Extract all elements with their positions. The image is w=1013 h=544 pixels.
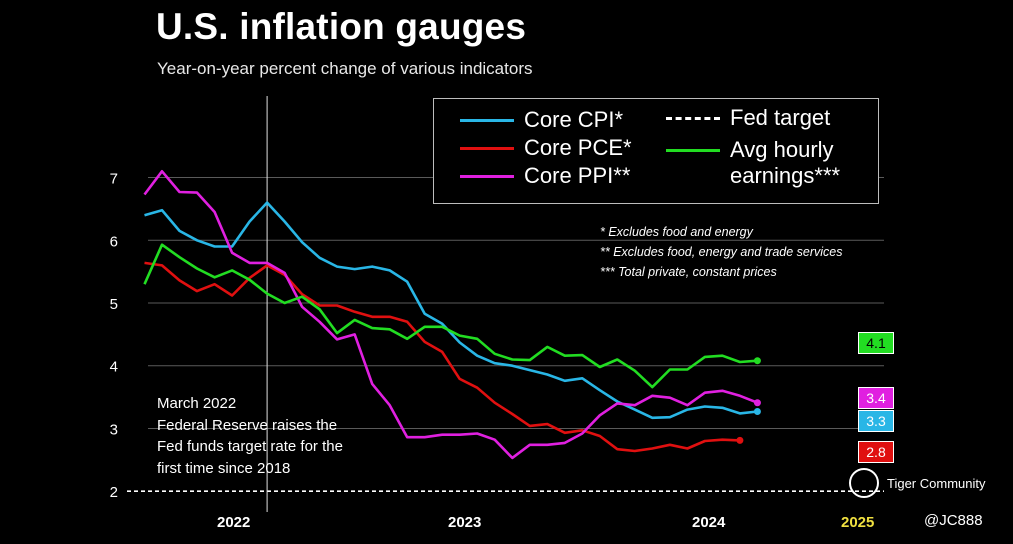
end-label-core-pce: 2.8 bbox=[858, 441, 894, 463]
x-tick-2022: 2022 bbox=[217, 514, 251, 531]
legend-label-fed-target: Fed target bbox=[730, 105, 831, 130]
legend-item-core-cpi: Core CPI* bbox=[460, 107, 623, 133]
end-label-core-ppi: 3.4 bbox=[858, 387, 894, 409]
series-line-avg_hourly bbox=[143, 243, 758, 389]
legend-label-avg-hourly-line1: Avg hourly bbox=[730, 137, 834, 162]
legend-label-core-ppi: Core PPI** bbox=[524, 163, 631, 188]
series-line-core_pce bbox=[144, 261, 740, 453]
author-handle: @JC888 bbox=[924, 512, 983, 529]
series-line-core_ppi bbox=[143, 170, 758, 460]
legend-item-fed-target: Fed target bbox=[666, 105, 830, 131]
series-endpoint-avg_hourly bbox=[753, 357, 761, 365]
event-annotation: March 2022 Federal Reserve raises the Fe… bbox=[157, 393, 343, 479]
legend-label-avg-hourly-line2: earnings*** bbox=[730, 163, 841, 188]
series-endpoint-core_pce bbox=[736, 436, 744, 444]
x-tick-2025: 2025 bbox=[841, 514, 875, 531]
y-tick-3: 3 bbox=[110, 421, 118, 438]
legend-swatch-avg-hourly bbox=[666, 149, 720, 152]
legend-swatch-fed-target bbox=[666, 116, 720, 120]
y-tick-labels: 2 3 4 5 6 7 bbox=[110, 171, 118, 502]
event-annotation-line-2: Federal Reserve raises the bbox=[157, 416, 338, 434]
watermark-brand: Tiger Community bbox=[887, 475, 986, 491]
watermark: Tiger Community bbox=[849, 468, 985, 498]
legend-item-avg-hourly: Avg hourly earnings*** bbox=[666, 137, 840, 189]
legend: Core CPI* Core PCE* Core PPI** Fed targe… bbox=[433, 98, 879, 204]
legend-label-core-cpi: Core CPI* bbox=[524, 107, 624, 132]
footnote-1: * Excludes food and energy bbox=[600, 225, 753, 239]
y-tick-4: 4 bbox=[110, 359, 118, 376]
legend-label-avg-hourly: Avg hourly earnings*** bbox=[730, 137, 840, 189]
legend-swatch-core-cpi bbox=[460, 118, 514, 122]
y-tick-5: 5 bbox=[110, 296, 118, 313]
end-label-avg-hourly: 4.1 bbox=[858, 332, 894, 354]
y-tick-7: 7 bbox=[110, 171, 118, 188]
tiger-logo-icon bbox=[849, 468, 879, 498]
x-tick-2023: 2023 bbox=[448, 514, 482, 531]
legend-label-core-pce: Core PCE* bbox=[524, 135, 632, 160]
footnote-3: *** Total private, constant prices bbox=[600, 265, 777, 279]
legend-swatch-core-ppi bbox=[460, 174, 514, 178]
series-line-core_cpi bbox=[144, 201, 758, 420]
series-endpoint-core_cpi bbox=[753, 408, 761, 416]
legend-swatch-core-pce bbox=[460, 146, 514, 150]
y-tick-2: 2 bbox=[110, 484, 118, 501]
footnotes: * Excludes food and energy ** Excludes f… bbox=[600, 222, 843, 282]
legend-item-core-ppi: Core PPI** bbox=[460, 163, 630, 189]
footnote-2: ** Excludes food, energy and trade servi… bbox=[600, 245, 843, 259]
end-label-core-cpi: 3.3 bbox=[858, 410, 894, 432]
chart-title: U.S. inflation gauges bbox=[156, 6, 527, 47]
y-tick-6: 6 bbox=[110, 233, 118, 250]
series-endpoint-core_ppi bbox=[753, 399, 761, 407]
x-tick-2024: 2024 bbox=[692, 514, 726, 531]
grid-lines bbox=[148, 177, 884, 429]
series-lines bbox=[143, 170, 761, 460]
event-annotation-line-1: March 2022 bbox=[157, 395, 237, 412]
event-annotation-line-3: Fed funds target rate for the bbox=[157, 438, 343, 455]
legend-item-core-pce: Core PCE* bbox=[460, 135, 632, 161]
event-annotation-line-4: first time since 2018 bbox=[157, 459, 291, 477]
chart-subtitle: Year-on-year percent change of various i… bbox=[157, 59, 533, 78]
